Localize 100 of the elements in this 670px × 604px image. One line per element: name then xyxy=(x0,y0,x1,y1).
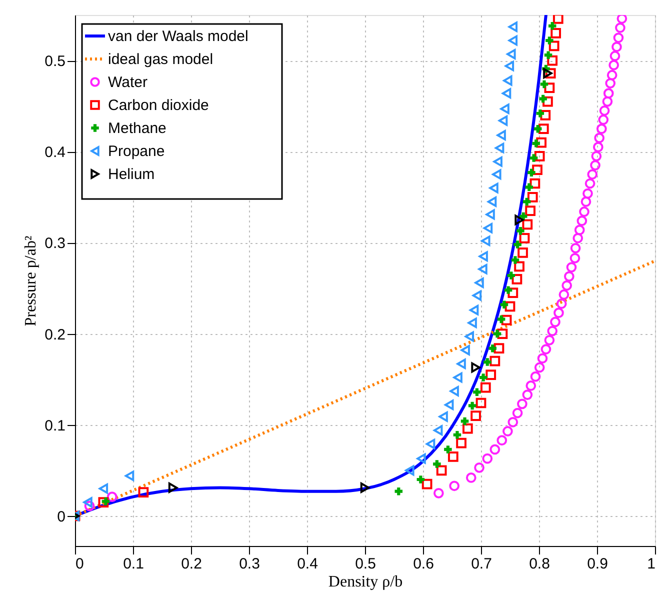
x-tick-label: 0.9 xyxy=(587,556,608,572)
point xyxy=(605,78,616,88)
point xyxy=(522,198,531,206)
point xyxy=(514,240,522,248)
point xyxy=(481,236,490,246)
point xyxy=(433,488,444,498)
point xyxy=(507,272,516,280)
x-tick-label: 0.7 xyxy=(471,556,492,572)
point xyxy=(486,370,496,380)
point xyxy=(545,68,556,78)
point xyxy=(98,483,108,494)
point xyxy=(548,40,560,52)
y-tick-label: 0.1 xyxy=(44,417,66,434)
point xyxy=(598,114,609,125)
point xyxy=(616,15,628,24)
point xyxy=(543,68,552,78)
point xyxy=(544,51,552,59)
point xyxy=(106,492,118,502)
x-tick-label: 0.8 xyxy=(529,556,550,572)
point xyxy=(530,154,538,162)
point xyxy=(124,470,134,482)
point xyxy=(540,80,548,88)
point xyxy=(539,94,547,103)
point xyxy=(484,358,492,366)
point xyxy=(487,196,497,207)
point xyxy=(479,374,488,382)
legend-label: Water xyxy=(108,74,148,91)
point xyxy=(536,137,547,148)
legend-label: ideal gas model xyxy=(108,51,214,68)
point xyxy=(590,160,600,170)
point xyxy=(436,465,447,476)
point xyxy=(360,482,370,493)
point xyxy=(528,168,536,176)
point xyxy=(602,96,613,107)
point xyxy=(456,438,466,448)
point xyxy=(574,224,585,236)
point xyxy=(416,453,426,464)
point xyxy=(504,286,512,294)
point xyxy=(433,425,443,436)
point xyxy=(497,328,508,339)
point xyxy=(596,124,607,134)
point xyxy=(489,182,498,194)
point xyxy=(570,253,580,264)
y-tick-label: 0.4 xyxy=(44,144,66,162)
point xyxy=(502,426,513,436)
point xyxy=(474,278,484,288)
point xyxy=(472,290,482,301)
point xyxy=(603,88,614,99)
point xyxy=(476,398,486,408)
point xyxy=(493,156,502,167)
point xyxy=(503,75,512,86)
point xyxy=(496,130,506,140)
y-tick-label: 0 xyxy=(57,508,66,526)
point xyxy=(584,178,596,189)
point xyxy=(460,344,470,356)
point xyxy=(534,150,545,162)
point xyxy=(496,435,508,446)
point xyxy=(514,261,524,272)
point xyxy=(466,472,476,483)
x-tick-label: 0.6 xyxy=(413,556,434,572)
point xyxy=(438,411,448,422)
point xyxy=(450,386,459,396)
point xyxy=(494,142,504,154)
legend-label: van der Waals model xyxy=(108,28,248,45)
point xyxy=(512,274,522,284)
point xyxy=(98,497,109,508)
x-tick-label: 0.1 xyxy=(123,556,144,572)
x-tick-label: 0 xyxy=(76,556,84,572)
x-axis-title: Density ρ/b xyxy=(328,574,403,590)
point xyxy=(453,372,462,383)
point xyxy=(518,248,528,258)
point xyxy=(405,465,414,476)
point xyxy=(525,183,534,192)
point xyxy=(474,462,484,473)
point xyxy=(492,169,502,180)
y-tick-label: 0.2 xyxy=(44,326,66,344)
point xyxy=(504,60,514,72)
point xyxy=(508,288,518,298)
point xyxy=(448,452,458,462)
point xyxy=(508,35,518,46)
point xyxy=(610,50,620,62)
point xyxy=(570,242,581,254)
y-axis-title: Pressure p/ab² xyxy=(22,236,40,326)
point xyxy=(550,316,560,328)
point xyxy=(488,344,496,352)
point xyxy=(168,482,178,493)
point xyxy=(470,410,481,421)
point xyxy=(530,371,541,382)
point xyxy=(493,330,502,338)
legend-label: Carbon dioxide xyxy=(108,97,209,114)
y-tick-label: 0.3 xyxy=(44,235,66,252)
point xyxy=(580,196,592,207)
point xyxy=(542,96,553,107)
point xyxy=(501,314,512,326)
point xyxy=(554,308,564,318)
point xyxy=(530,178,540,189)
point xyxy=(526,380,536,391)
point xyxy=(433,460,441,468)
point xyxy=(582,188,593,199)
point xyxy=(473,388,481,396)
